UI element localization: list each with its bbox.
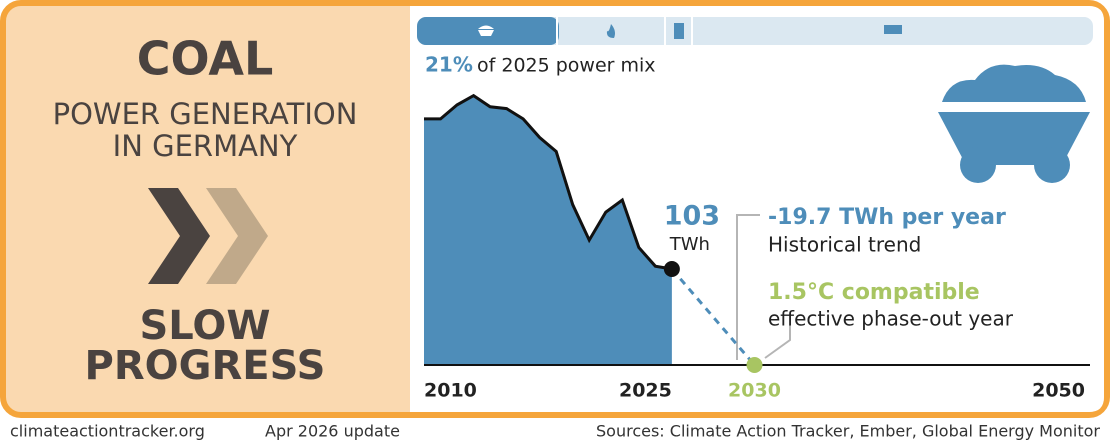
chevron: [148, 188, 210, 284]
share-text: of 2025 power mix: [477, 55, 656, 77]
subtitle: IN GERMANY: [113, 129, 298, 163]
subtitle: POWER GENERATION: [53, 97, 358, 131]
gas-icon: [606, 24, 615, 38]
status: PROGRESS: [85, 343, 326, 389]
phase-out-point: [746, 357, 763, 373]
solar-icon: [884, 25, 902, 34]
cart-icon: [1034, 147, 1070, 183]
trend-label: -19.7 TWh per year: [768, 205, 1006, 230]
last-point: [663, 260, 680, 277]
share: 21%: [425, 53, 473, 77]
cart-icon: [960, 147, 996, 183]
title: COAL: [137, 32, 274, 86]
area-outline: [424, 93, 673, 271]
tab-bar: [417, 17, 1093, 45]
trend-text: Historical trend: [768, 233, 921, 257]
projection-line: [670, 267, 756, 366]
last-value-unit: TWh: [669, 234, 710, 255]
target-label: 1.5°C compatible: [768, 280, 980, 305]
footer-site: climateactiontracker.org: [10, 422, 205, 441]
connector: [764, 325, 791, 359]
last-value-label: 103: [664, 200, 720, 231]
coal-icon: [478, 25, 494, 36]
footer-update: Apr 2026 update: [265, 422, 400, 441]
cart-icon: [942, 64, 1086, 102]
x-tick-label: 2010: [424, 380, 477, 402]
area: [424, 95, 672, 365]
oil-icon: [674, 23, 684, 39]
x-tick-label: 2050: [1032, 380, 1085, 402]
target-text: effective phase-out year: [768, 307, 1014, 331]
x-tick-label: 2030: [728, 380, 781, 402]
chevron: [206, 188, 268, 284]
footer-sources: Sources: Climate Action Tracker, Ember, …: [596, 422, 1100, 441]
connector: [736, 214, 760, 360]
x-tick-label: 2025: [619, 380, 672, 402]
status: SLOW: [140, 303, 271, 349]
